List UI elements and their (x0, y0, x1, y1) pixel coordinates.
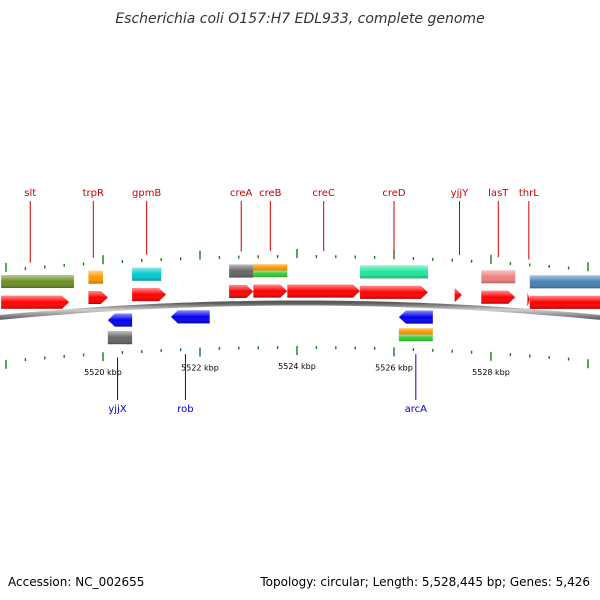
ticks-outer (5, 249, 589, 272)
tick-label-4: 5528 kbp (472, 368, 510, 377)
tick-label-3: 5526 kbp (375, 363, 413, 372)
feature-forward-shine-4 (253, 264, 288, 271)
gene-label-gpmB: gpmB (132, 188, 161, 199)
feature-track-reverse (107, 328, 433, 345)
cds-forward-shine-8 (481, 290, 516, 304)
tick-labels: 5520 kbp 5522 kbp 5524 kbp 5526 kbp 5528 kbp (84, 362, 510, 377)
gene-label-rob: rob (177, 404, 193, 415)
feature-forward-shine-5 (253, 270, 288, 278)
feature-forward-shine-0 (1, 275, 74, 289)
cds-reverse-shine-2 (398, 310, 433, 324)
cds-forward-shine-5 (287, 284, 361, 298)
feature-reverse-shine-2 (398, 334, 433, 342)
gene-label-lasT: lasT (488, 188, 509, 199)
cds-forward-shine-6 (360, 285, 428, 299)
genome-summary-text: Topology: circular; Length: 5,528,445 bp… (259, 575, 590, 589)
cds-reverse-shine-1 (170, 310, 210, 324)
ticks-inner (5, 346, 589, 369)
gene-label-creA: creA (230, 188, 253, 199)
cds-forward-shine-4 (253, 284, 288, 298)
gene-label-trpR: trpR (83, 188, 104, 199)
gene-label-creD: creD (382, 188, 406, 199)
cds-track-forward (1, 284, 600, 309)
gene-labels-reverse: yjjX rob arcA (108, 354, 427, 415)
cds-track-reverse (107, 310, 433, 327)
cds-reverse-shine-0 (107, 313, 133, 327)
gene-label-arcA: arcA (405, 404, 428, 415)
tick-label-2: 5524 kbp (278, 362, 316, 371)
tick-label-0: 5520 kbp (84, 368, 122, 377)
cds-forward-shine-10 (529, 295, 600, 309)
feature-forward-shine-1 (88, 270, 103, 284)
gene-label-slt: slt (24, 188, 36, 199)
gene-label-yjjY: yjjY (451, 188, 469, 199)
cds-forward-shine-0 (1, 295, 70, 309)
gene-labels-forward: slt trpR gpmB creA creB creC creD yjjY lasT thrL (24, 188, 539, 263)
feature-forward-shine-2 (132, 267, 162, 281)
cds-forward-shine-9 (527, 292, 530, 306)
cds-forward-shine-3 (229, 285, 254, 299)
feature-forward-shine-3 (229, 264, 254, 278)
cds-forward-shine-2 (132, 288, 167, 302)
cds-forward-shine-7 (454, 288, 462, 302)
feature-forward-shine-6 (360, 265, 428, 279)
tick-label-1: 5522 kbp (181, 364, 219, 373)
feature-forward-shine-8 (529, 275, 600, 289)
genome-backbone (0, 300, 600, 320)
feature-track-forward (1, 264, 600, 289)
gene-label-yjjX: yjjX (108, 404, 126, 415)
feature-reverse-shine-1 (398, 328, 433, 335)
feature-reverse-shine-0 (107, 331, 133, 345)
gene-label-thrL: thrL (519, 188, 539, 199)
map-title: Escherichia coli O157:H7 EDL933, complet… (115, 11, 484, 27)
accession-text: Accession: NC_002655 (8, 575, 144, 589)
feature-forward-shine-7 (481, 270, 516, 284)
gene-label-creC: creC (312, 188, 335, 199)
cds-forward-shine-1 (88, 291, 108, 305)
gene-label-creB: creB (259, 188, 282, 199)
